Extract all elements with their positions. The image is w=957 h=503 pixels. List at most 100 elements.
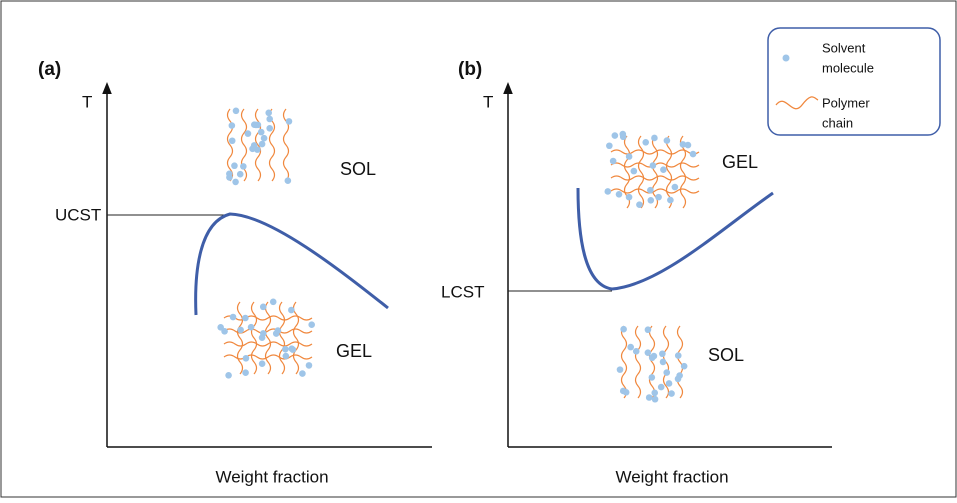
panel-label: (b)	[458, 59, 482, 80]
y-axis-label: T	[82, 92, 92, 111]
solvent-dot	[642, 138, 650, 146]
y-axis-label: T	[483, 92, 493, 111]
solvent-dot	[252, 121, 260, 129]
illustrations	[217, 107, 700, 403]
solvent-dot	[674, 352, 682, 359]
x-axis-label: Weight fraction	[615, 467, 728, 486]
solvent-dot	[647, 196, 655, 204]
solvent-dot	[258, 140, 266, 148]
solvent-dot	[269, 298, 277, 306]
solvent-dot	[651, 389, 659, 397]
polymer-chain	[651, 135, 659, 209]
critical-label: LCST	[441, 282, 484, 301]
solvent-dot	[266, 115, 273, 123]
legend-wave	[775, 96, 819, 110]
solvent-dot	[648, 374, 656, 381]
solvent-dot	[644, 326, 652, 334]
crosslink	[223, 315, 313, 321]
solvent-dot	[232, 178, 239, 186]
solvent-dot	[679, 141, 687, 148]
solvent-dot	[615, 190, 623, 198]
polymer-chain	[250, 301, 258, 375]
polymer-chain	[620, 325, 628, 399]
solvent-dot	[636, 201, 643, 209]
solvent-dot	[265, 109, 273, 117]
solvent-dot	[257, 128, 265, 136]
legend-text: chain	[822, 115, 853, 130]
solvent-dot	[659, 358, 667, 366]
polymer-chain	[264, 301, 272, 375]
solvent-dot	[647, 186, 654, 194]
solvent-dot	[665, 380, 673, 387]
phase-curve	[194, 212, 389, 316]
solvent-dot	[299, 370, 306, 377]
solvent-dot	[288, 345, 296, 352]
legend-dot	[782, 54, 790, 62]
solvent-dot	[242, 314, 249, 322]
solvent-dot	[671, 183, 679, 191]
polymer-chain	[676, 325, 684, 399]
solvent-dot	[668, 390, 675, 397]
panel-label: (a)	[38, 59, 61, 80]
solvent-dot	[217, 324, 224, 331]
crosslink	[610, 175, 700, 181]
solvent-dot	[627, 343, 634, 351]
solvent-dot	[229, 313, 237, 321]
solvent-dot	[232, 107, 240, 115]
phase-label: SOL	[708, 345, 744, 365]
solvent-dot	[680, 362, 688, 370]
solvent-dot	[249, 145, 256, 153]
solvent-dot	[645, 394, 653, 401]
solvent-dot	[240, 163, 247, 170]
solvent-dot	[242, 354, 250, 362]
solvent-dot	[667, 196, 674, 204]
crosslink	[610, 188, 700, 194]
phase-label: SOL	[340, 159, 376, 179]
polymer-chain	[648, 325, 656, 399]
solvent-dot	[649, 162, 657, 169]
solvent-dot	[244, 130, 252, 137]
legend-text: Solvent	[822, 40, 866, 55]
solvent-dot	[609, 157, 617, 165]
polymer-chain	[679, 135, 687, 209]
solvent-dot	[260, 134, 268, 142]
solvent-dot	[305, 362, 313, 369]
solvent-dot	[226, 174, 233, 181]
solvent-dot	[284, 177, 292, 185]
solvent-dot	[247, 323, 255, 331]
solvent-dot	[630, 167, 638, 175]
solvent-dot	[231, 162, 238, 170]
solvent-dot	[644, 349, 652, 356]
polymer-chain	[236, 301, 244, 375]
solvent-dot	[632, 348, 640, 355]
solvent-dot	[651, 134, 658, 142]
phase-curve	[576, 187, 774, 291]
solvent-dot	[228, 122, 236, 129]
solvent-dot	[237, 326, 244, 334]
solvent-dot	[655, 193, 662, 201]
solvent-dot	[242, 369, 249, 376]
solvent-dot	[282, 345, 289, 353]
solvent-dot	[604, 188, 612, 195]
solvent-dot	[648, 354, 656, 362]
solvent-dot	[259, 303, 267, 311]
legend-text: Polymer	[822, 95, 870, 110]
polymer-chain	[254, 108, 262, 182]
solvent-dot	[259, 330, 267, 337]
crosslink	[223, 328, 313, 334]
solvent-dot	[258, 360, 266, 368]
solvent-dot	[684, 141, 692, 149]
solvent-dot	[282, 352, 290, 360]
solvent-dot	[663, 369, 671, 376]
solvent-dot	[308, 321, 315, 328]
solvent-dot	[272, 330, 280, 337]
crosslink	[223, 341, 313, 347]
crosslink	[223, 354, 313, 360]
polymer-chain	[292, 301, 300, 375]
solvent-dot	[663, 137, 671, 144]
solvent-dot	[625, 153, 633, 160]
polymer-chain	[665, 135, 673, 209]
solvent-dot	[622, 389, 630, 396]
